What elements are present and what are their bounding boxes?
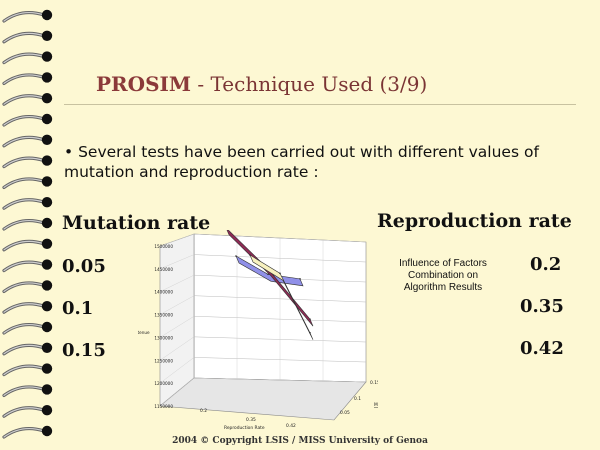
binding-hole [41, 155, 53, 166]
chart-data-point [267, 273, 269, 276]
binding-hole [41, 238, 53, 249]
chart-y-tick-label: 1500000 [154, 244, 173, 249]
binding-ring-highlight [3, 95, 45, 105]
chart-gridline [159, 316, 195, 338]
binding-hole [41, 259, 53, 270]
mutation-value-2: 0.1 [62, 298, 94, 319]
binding-ring-highlight [3, 282, 45, 292]
title-divider [64, 104, 576, 105]
binding-hole [41, 342, 53, 353]
binding-hole [41, 51, 53, 62]
reproduction-value-3: 0.42 [520, 338, 564, 359]
chart-data-point [235, 255, 237, 257]
binding-hole [41, 113, 53, 125]
title-brand: PROSIM [96, 72, 192, 96]
binding-hole [41, 217, 53, 229]
chart-y-tick-label: 1400000 [154, 290, 173, 295]
binding-ring-highlight [3, 178, 45, 188]
chart-x-tick-label: 0.35 [246, 417, 256, 423]
binding-hole [41, 363, 53, 374]
chart-gridline [159, 233, 195, 247]
binding-ring-highlight [3, 323, 45, 334]
mutation-rate-label: Mutation rate [62, 212, 211, 234]
chart-y-tick-label: 1150000 [154, 404, 173, 409]
binding-hole [41, 384, 53, 395]
binding-hole [41, 405, 53, 416]
chart-data-point [299, 278, 301, 280]
chart-data-point [249, 254, 251, 256]
chart-z-axis-label: Mutation Rate [374, 402, 378, 408]
reproduction-value-2: 0.35 [520, 296, 564, 317]
reproduction-rate-label: Reproduction rate [377, 210, 572, 232]
binding-ring-highlight [3, 261, 45, 272]
chart-gridline [159, 254, 195, 270]
binding-ring-highlight [3, 74, 45, 84]
binding-hole [41, 93, 53, 104]
chart-data-point [309, 318, 311, 320]
binding-ring-highlight [3, 407, 45, 417]
chart-data-point [309, 331, 311, 334]
binding-hole [41, 134, 53, 145]
binding-ring-highlight [3, 11, 45, 22]
chart-gridline [159, 336, 195, 361]
binding-ring-highlight [3, 53, 45, 64]
binding-ring-highlight [3, 344, 45, 355]
binding-hole [41, 72, 53, 83]
chart-floor [159, 377, 367, 421]
binding-ring-highlight [3, 386, 45, 396]
binding-ring-highlight [3, 365, 45, 376]
binding-hole [41, 30, 53, 41]
chart-z-tick-label: 0.1 [354, 396, 361, 402]
chart-x-tick-label: 0.2 [200, 408, 207, 414]
chart-y-tick-label: 1450000 [154, 267, 173, 272]
chart-y-tick-label: 1350000 [154, 313, 173, 318]
binding-hole [41, 301, 53, 312]
chart-y-tick-label: 1250000 [154, 358, 173, 363]
binding-ring-highlight [3, 157, 45, 168]
binding-hole [41, 425, 53, 437]
title-rest: - Technique Used (3/9) [191, 72, 428, 96]
bullet-text: • Several tests have been carried out wi… [64, 143, 539, 181]
chart-x-tick-label: 0.42 [286, 423, 296, 429]
footer-copyright: 2004 © Copyright LSIS / MISS University … [172, 436, 428, 446]
chart-y-tick-label: 1200000 [154, 381, 173, 386]
binding-ring-highlight [3, 219, 45, 230]
slide-title: PROSIM - Technique Used (3/9) [96, 72, 427, 96]
binding-ring-highlight [3, 303, 45, 313]
chart-gridline [159, 357, 195, 384]
chart-gridline [159, 274, 195, 292]
chart: 1500000 1450000 1400000 1350000 1300000 12500… [138, 230, 378, 430]
chart-caption: Influence of Factors Combination on Algo… [399, 258, 487, 293]
binding-ring-highlight [3, 115, 45, 126]
chart-gridline [159, 295, 195, 315]
chart-y-axis-label: Valeur optimale obtenue [138, 330, 150, 335]
reproduction-value-1: 0.2 [530, 254, 562, 275]
binding-ring-highlight [3, 32, 45, 43]
binding-ring-highlight [3, 240, 45, 251]
mutation-value-3: 0.15 [62, 340, 106, 361]
chart-gridline [159, 377, 195, 407]
mutation-value-1: 0.05 [62, 256, 106, 277]
chart-data-point [279, 272, 281, 275]
binding-ring-highlight [3, 427, 45, 438]
chart-z-tick-label: 0.05 [340, 410, 350, 416]
spiral-binding [2, 9, 53, 439]
binding-hole [41, 321, 53, 333]
chart-x-axis-label: Reproduction Rate [224, 425, 265, 430]
binding-hole [41, 197, 53, 208]
binding-ring-highlight [3, 136, 45, 147]
binding-hole [41, 280, 53, 291]
binding-hole [41, 9, 53, 21]
chart-y-tick-label: 1300000 [154, 335, 173, 340]
binding-hole [41, 176, 53, 187]
chart-z-tick-label: 0.15 [370, 380, 378, 386]
binding-ring-highlight [3, 199, 45, 209]
